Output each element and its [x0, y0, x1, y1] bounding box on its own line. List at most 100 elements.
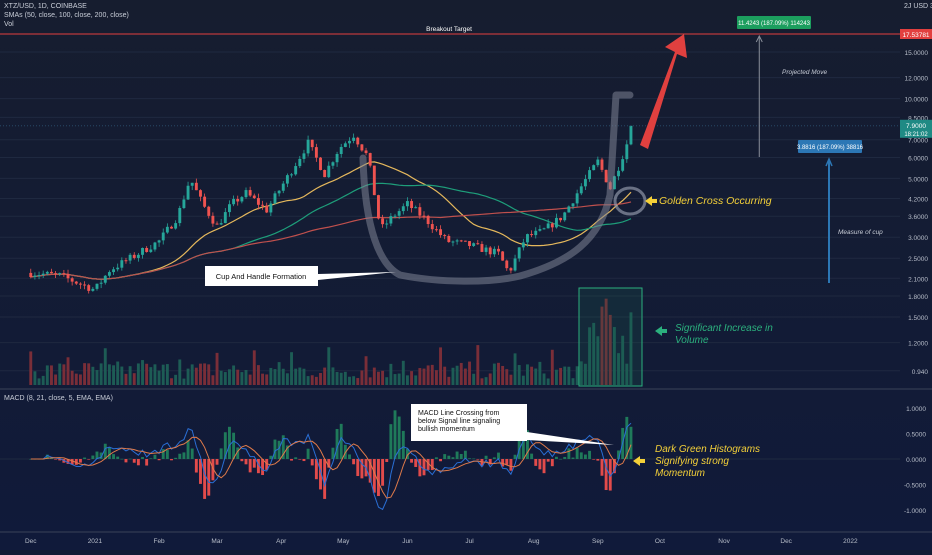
volume-bar — [546, 378, 550, 385]
volume-bar — [414, 375, 418, 385]
macd-histogram-bar — [161, 449, 165, 459]
volume-bar — [223, 372, 227, 385]
macd-histogram-bar — [78, 459, 82, 463]
candle-body — [451, 241, 455, 243]
macd-histogram-bar — [397, 416, 401, 459]
time-tick-label: Dec — [25, 538, 37, 545]
candle-body — [339, 146, 343, 154]
macd-histogram-bar — [463, 450, 467, 459]
volume-bar — [136, 363, 140, 385]
macd-histogram-bar — [194, 459, 198, 473]
volume-bar — [579, 361, 583, 385]
volume-bar — [463, 368, 467, 385]
volume-bar — [430, 364, 434, 385]
candle-body — [45, 271, 49, 274]
macd-tick-label: -1.0000 — [904, 508, 926, 515]
candle-body — [91, 288, 95, 291]
macd-histogram-bar — [219, 448, 223, 459]
volume-highlight-box — [578, 287, 643, 387]
macd-histogram-bar — [501, 459, 505, 467]
volume-bar — [37, 378, 41, 385]
volume-bar — [273, 369, 277, 385]
macd-histogram-bar — [530, 453, 534, 459]
volume-bar — [91, 366, 95, 385]
macd-histogram-bar — [50, 457, 53, 459]
volume-bar — [211, 375, 215, 385]
volume-bar — [410, 371, 414, 385]
candle-body — [592, 165, 596, 171]
macd-histogram-bar — [314, 459, 318, 480]
candle-body — [348, 140, 351, 144]
candle-body — [70, 278, 74, 282]
macd-histogram-bar — [455, 451, 459, 459]
macd-cross-label-line: MACD Line Crossing from — [418, 410, 499, 417]
macd-histogram-bar — [215, 459, 219, 465]
price-tick-label: 15.0000 — [905, 50, 929, 57]
volume-bar — [103, 348, 107, 385]
volume-bar — [182, 378, 186, 385]
volume-bar — [252, 350, 256, 385]
candle-body — [343, 143, 347, 147]
time-tick-label: Aug — [528, 538, 540, 545]
volume-bar — [87, 363, 91, 385]
volume-bar — [513, 353, 517, 385]
candle-body — [62, 273, 66, 275]
macd-histogram-bar — [157, 459, 161, 461]
candle-body — [600, 159, 604, 170]
candle-body — [33, 275, 37, 278]
candle-body — [542, 228, 546, 230]
volume-bar — [174, 374, 178, 385]
candle-body — [178, 208, 182, 224]
candle-body — [83, 284, 87, 286]
macd-histogram-bar — [306, 448, 310, 459]
volume-bar — [141, 360, 144, 385]
macd-histogram-bar — [182, 452, 186, 459]
candle-body — [621, 159, 625, 171]
candle-body — [54, 273, 58, 275]
macd-histogram-bar — [612, 459, 616, 474]
dark-green-label-line: Dark Green Histograms — [655, 444, 760, 455]
volume-bar — [157, 370, 161, 385]
candle-body — [596, 159, 600, 166]
price-tick-label: 1.5000 — [908, 315, 928, 322]
dark-green-label-line: Momentum — [655, 468, 705, 479]
candle-body — [141, 247, 144, 255]
cup-badge — [798, 140, 862, 153]
macd-histogram-bar — [550, 459, 554, 467]
macd-histogram-bar — [509, 459, 513, 471]
macd-histogram-bar — [629, 426, 633, 459]
volume-bar — [364, 356, 368, 385]
macd-histogram-bar — [546, 459, 550, 462]
volume-bar — [617, 353, 620, 385]
macd-tick-label: 0.0000 — [906, 457, 926, 464]
macd-histogram-bar — [244, 459, 248, 465]
macd-histogram-bar — [356, 459, 360, 477]
candle-body — [199, 190, 202, 197]
signal-line — [30, 436, 632, 499]
candle-body — [112, 269, 115, 273]
candle-body — [128, 254, 132, 261]
volume-bar — [592, 322, 596, 385]
volume-bar — [459, 362, 463, 385]
macd-histogram-bar — [128, 458, 132, 460]
volume-bar — [314, 376, 318, 385]
candle-body — [314, 147, 318, 158]
time-tick-label: 2021 — [88, 538, 103, 545]
volume-bar — [294, 368, 298, 385]
macd-histogram-bar — [393, 410, 397, 459]
macd-histogram-bar — [484, 455, 488, 459]
volume-bar — [302, 368, 306, 385]
candle-body — [290, 174, 293, 176]
candle-body — [389, 216, 393, 224]
candle-body — [625, 144, 629, 160]
macd-tick-label: 0.5000 — [906, 432, 926, 439]
candle-body — [327, 165, 331, 178]
volume-bar — [132, 373, 136, 385]
candle-body — [190, 182, 194, 186]
projection-arrow — [640, 34, 687, 149]
volume-bar — [70, 370, 74, 385]
volume-bar — [405, 375, 409, 385]
candle-body — [588, 170, 592, 180]
candle-body — [227, 204, 231, 213]
